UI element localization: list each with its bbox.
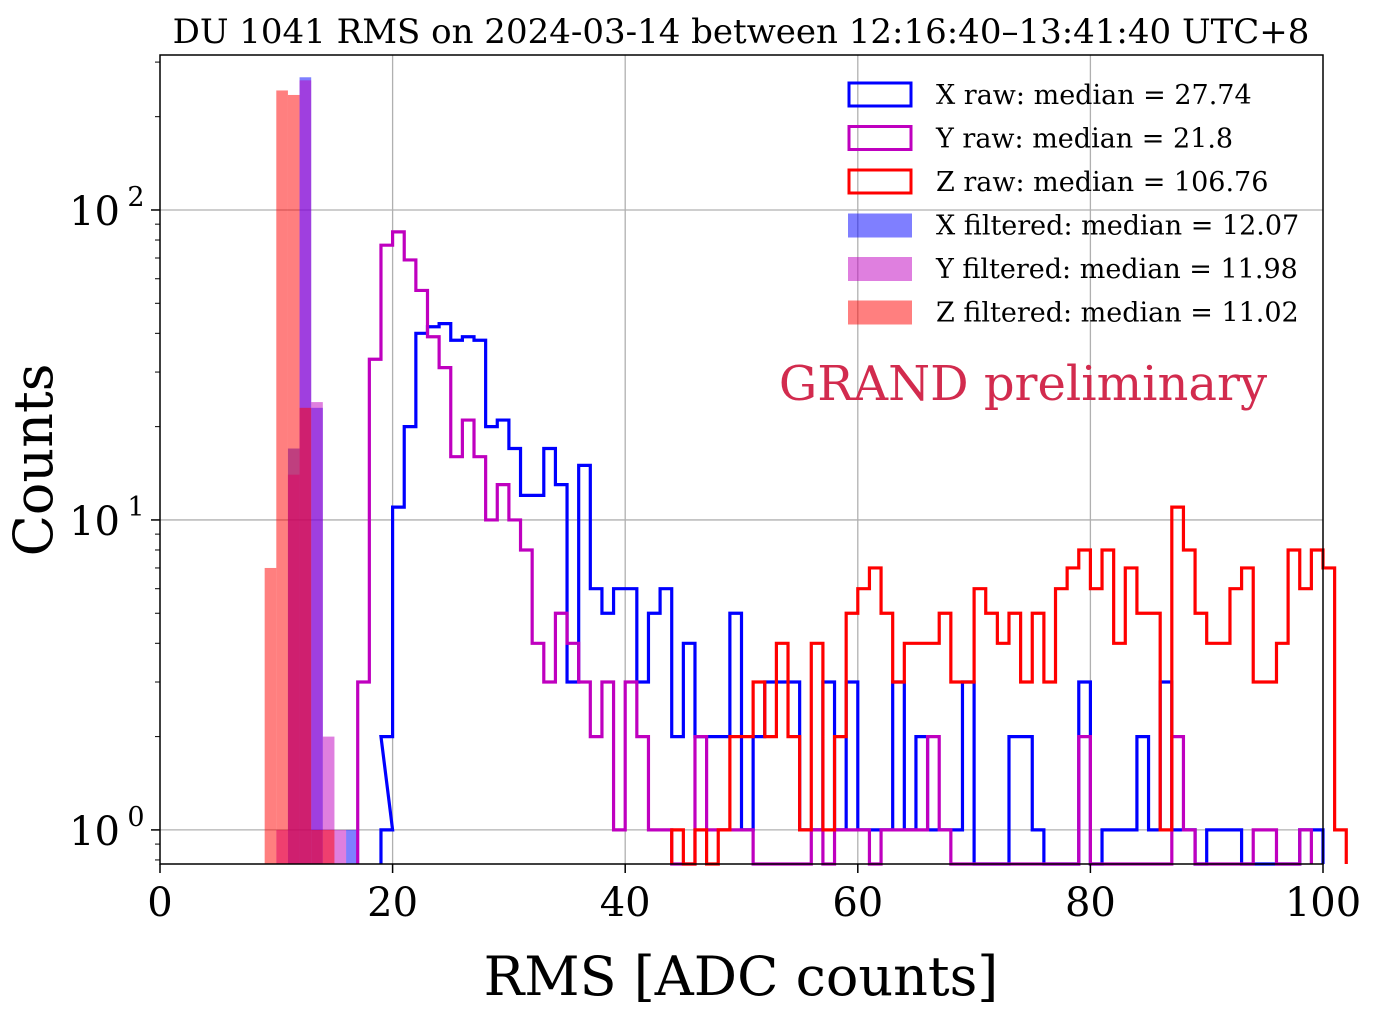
x-tick-label-2: 40 — [600, 880, 651, 926]
legend-label-1: Y raw: median = 21.8 — [935, 124, 1233, 155]
grid-lines — [160, 55, 1323, 864]
filled-bar-1-4 — [322, 736, 335, 864]
y-tick-label-2: 10 — [69, 189, 120, 235]
grand-preliminary-annotation: GRAND preliminary — [779, 356, 1267, 412]
filled-bar-2-3 — [299, 407, 312, 864]
legend-label-0: X raw: median = 27.74 — [936, 80, 1252, 111]
y-tick-label-0: 10 — [69, 809, 120, 855]
legend-swatch-2 — [847, 168, 913, 195]
filled-bar-2-2 — [287, 94, 300, 865]
x-tick-label-5: 100 — [1285, 880, 1361, 926]
legend-swatch-5 — [848, 300, 912, 325]
x-tick-label-0: 0 — [147, 880, 172, 926]
step-line-2 — [670, 505, 1348, 866]
filled-bar-1-3 — [311, 402, 323, 864]
filled-bar-2-0 — [264, 567, 277, 864]
y-tick-exponent-0: 0 — [127, 802, 144, 833]
x-axis-label: RMS [ADC counts] — [484, 945, 999, 1008]
y-axis-label: Counts — [2, 364, 65, 557]
legend-swatch-3 — [848, 213, 912, 238]
x-tick-label-3: 60 — [832, 880, 883, 926]
filled-bar-2-1 — [276, 90, 288, 865]
legend-label-4: Y filtered: median = 11.98 — [935, 254, 1298, 285]
legend-swatch-1 — [847, 125, 913, 151]
x-tick-label-1: 20 — [367, 880, 418, 926]
legend-label-5: Z filtered: median = 11.02 — [936, 298, 1299, 329]
y-tick-label-1: 10 — [69, 499, 120, 545]
filled-bar-0-5 — [346, 829, 358, 864]
x-tick-label-4: 80 — [1065, 880, 1116, 926]
legend-swatch-4 — [848, 257, 912, 281]
legend: X raw: median = 27.74 Y raw: median = 21.… — [847, 80, 1299, 329]
y-tick-exponent-2: 2 — [127, 182, 144, 213]
filled-bar-2-4 — [311, 829, 323, 864]
plot-frame — [159, 54, 1324, 865]
y-tick-exponent-1: 1 — [127, 492, 144, 523]
filled-bar-2-5 — [322, 829, 335, 864]
legend-swatch-0 — [847, 81, 913, 108]
filled-bar-1-5 — [334, 829, 347, 864]
chart-title: DU 1041 RMS on 2024-03-14 between 12:16:… — [173, 12, 1310, 52]
legend-label-2: Z raw: median = 106.76 — [936, 167, 1268, 198]
legend-label-3: X filtered: median = 12.07 — [936, 211, 1299, 242]
filled-histograms — [264, 77, 358, 865]
